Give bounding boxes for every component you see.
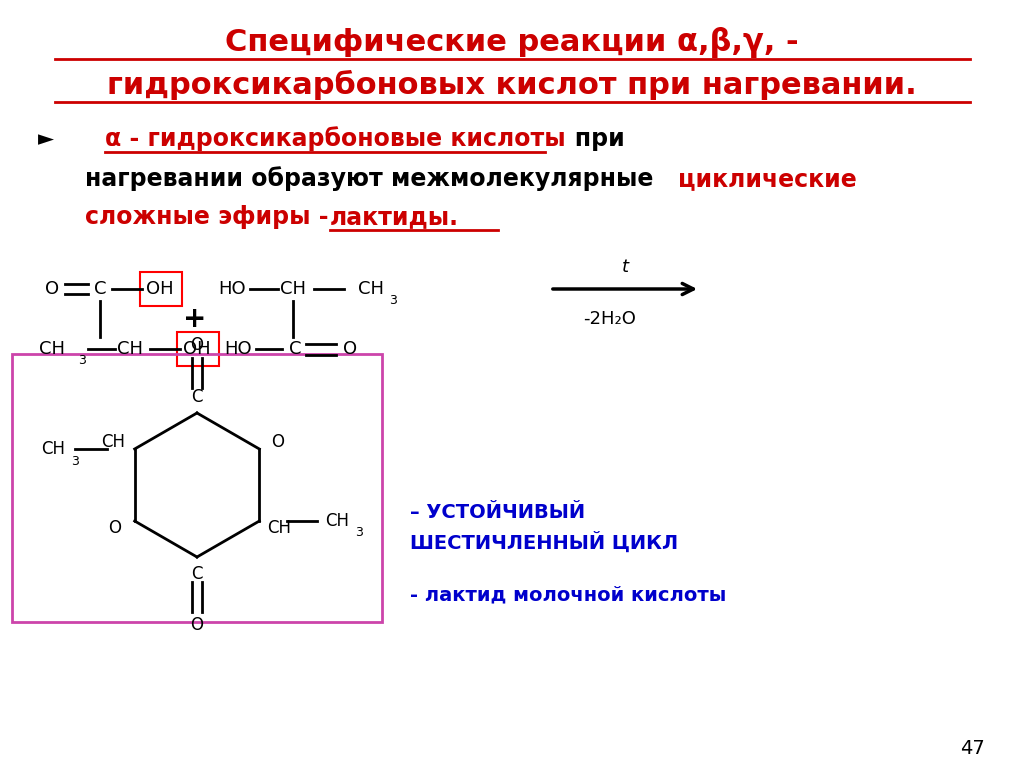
Text: HO: HO: [224, 340, 252, 358]
Text: CH: CH: [117, 340, 143, 358]
Text: циклические: циклические: [678, 167, 857, 191]
Text: Специфические реакции α,β,γ, -: Специфические реакции α,β,γ, -: [225, 27, 799, 58]
Text: α - гидроксикарбоновые кислоты: α - гидроксикарбоновые кислоты: [105, 127, 565, 151]
Text: +: +: [183, 305, 207, 333]
Text: O: O: [190, 336, 204, 354]
Text: HO: HO: [218, 280, 246, 298]
Text: CH: CH: [358, 280, 384, 298]
Text: CH: CH: [326, 512, 349, 530]
Text: 3: 3: [389, 294, 397, 307]
Text: лактиды.: лактиды.: [330, 205, 459, 229]
Bar: [12, 354, 382, 622]
Text: t: t: [622, 258, 629, 276]
Text: C: C: [191, 565, 203, 583]
Text: CH: CH: [41, 440, 65, 458]
Text: CH: CH: [267, 519, 292, 537]
Text: 3: 3: [78, 354, 86, 367]
Text: CH: CH: [280, 280, 306, 298]
Text: C: C: [191, 388, 203, 406]
Text: OH: OH: [146, 280, 174, 298]
Text: – УСТОЙЧИВЫЙ: – УСТОЙЧИВЫЙ: [410, 502, 585, 522]
Text: гидроксикарбоновых кислот при нагревании.: гидроксикарбоновых кислот при нагревании…: [108, 70, 916, 100]
Bar: [140, 272, 182, 306]
Text: - лактид молочной кислоты: - лактид молочной кислоты: [410, 585, 726, 604]
Text: O: O: [343, 340, 357, 358]
Text: O: O: [271, 433, 284, 451]
Bar: [177, 332, 219, 366]
Text: -2H₂O: -2H₂O: [584, 310, 637, 328]
Text: C: C: [289, 340, 301, 358]
Text: ►: ►: [38, 129, 54, 149]
Text: CH: CH: [100, 433, 125, 451]
Text: нагревании образуют межмолекулярные: нагревании образуют межмолекулярные: [85, 166, 662, 192]
Text: O: O: [45, 280, 59, 298]
Text: 47: 47: [961, 739, 985, 759]
Text: CH: CH: [39, 340, 65, 358]
Text: OH: OH: [183, 340, 211, 358]
Text: сложные эфиры -: сложные эфиры -: [85, 205, 353, 229]
Text: C: C: [94, 280, 106, 298]
Text: O: O: [109, 519, 121, 537]
Text: 3: 3: [71, 455, 79, 468]
Text: O: O: [190, 616, 204, 634]
Text: 3: 3: [355, 526, 364, 539]
Text: ШЕСТИЧЛЕННЫЙ ЦИКЛ: ШЕСТИЧЛЕННЫЙ ЦИКЛ: [410, 532, 678, 552]
Text: при: при: [550, 127, 625, 151]
